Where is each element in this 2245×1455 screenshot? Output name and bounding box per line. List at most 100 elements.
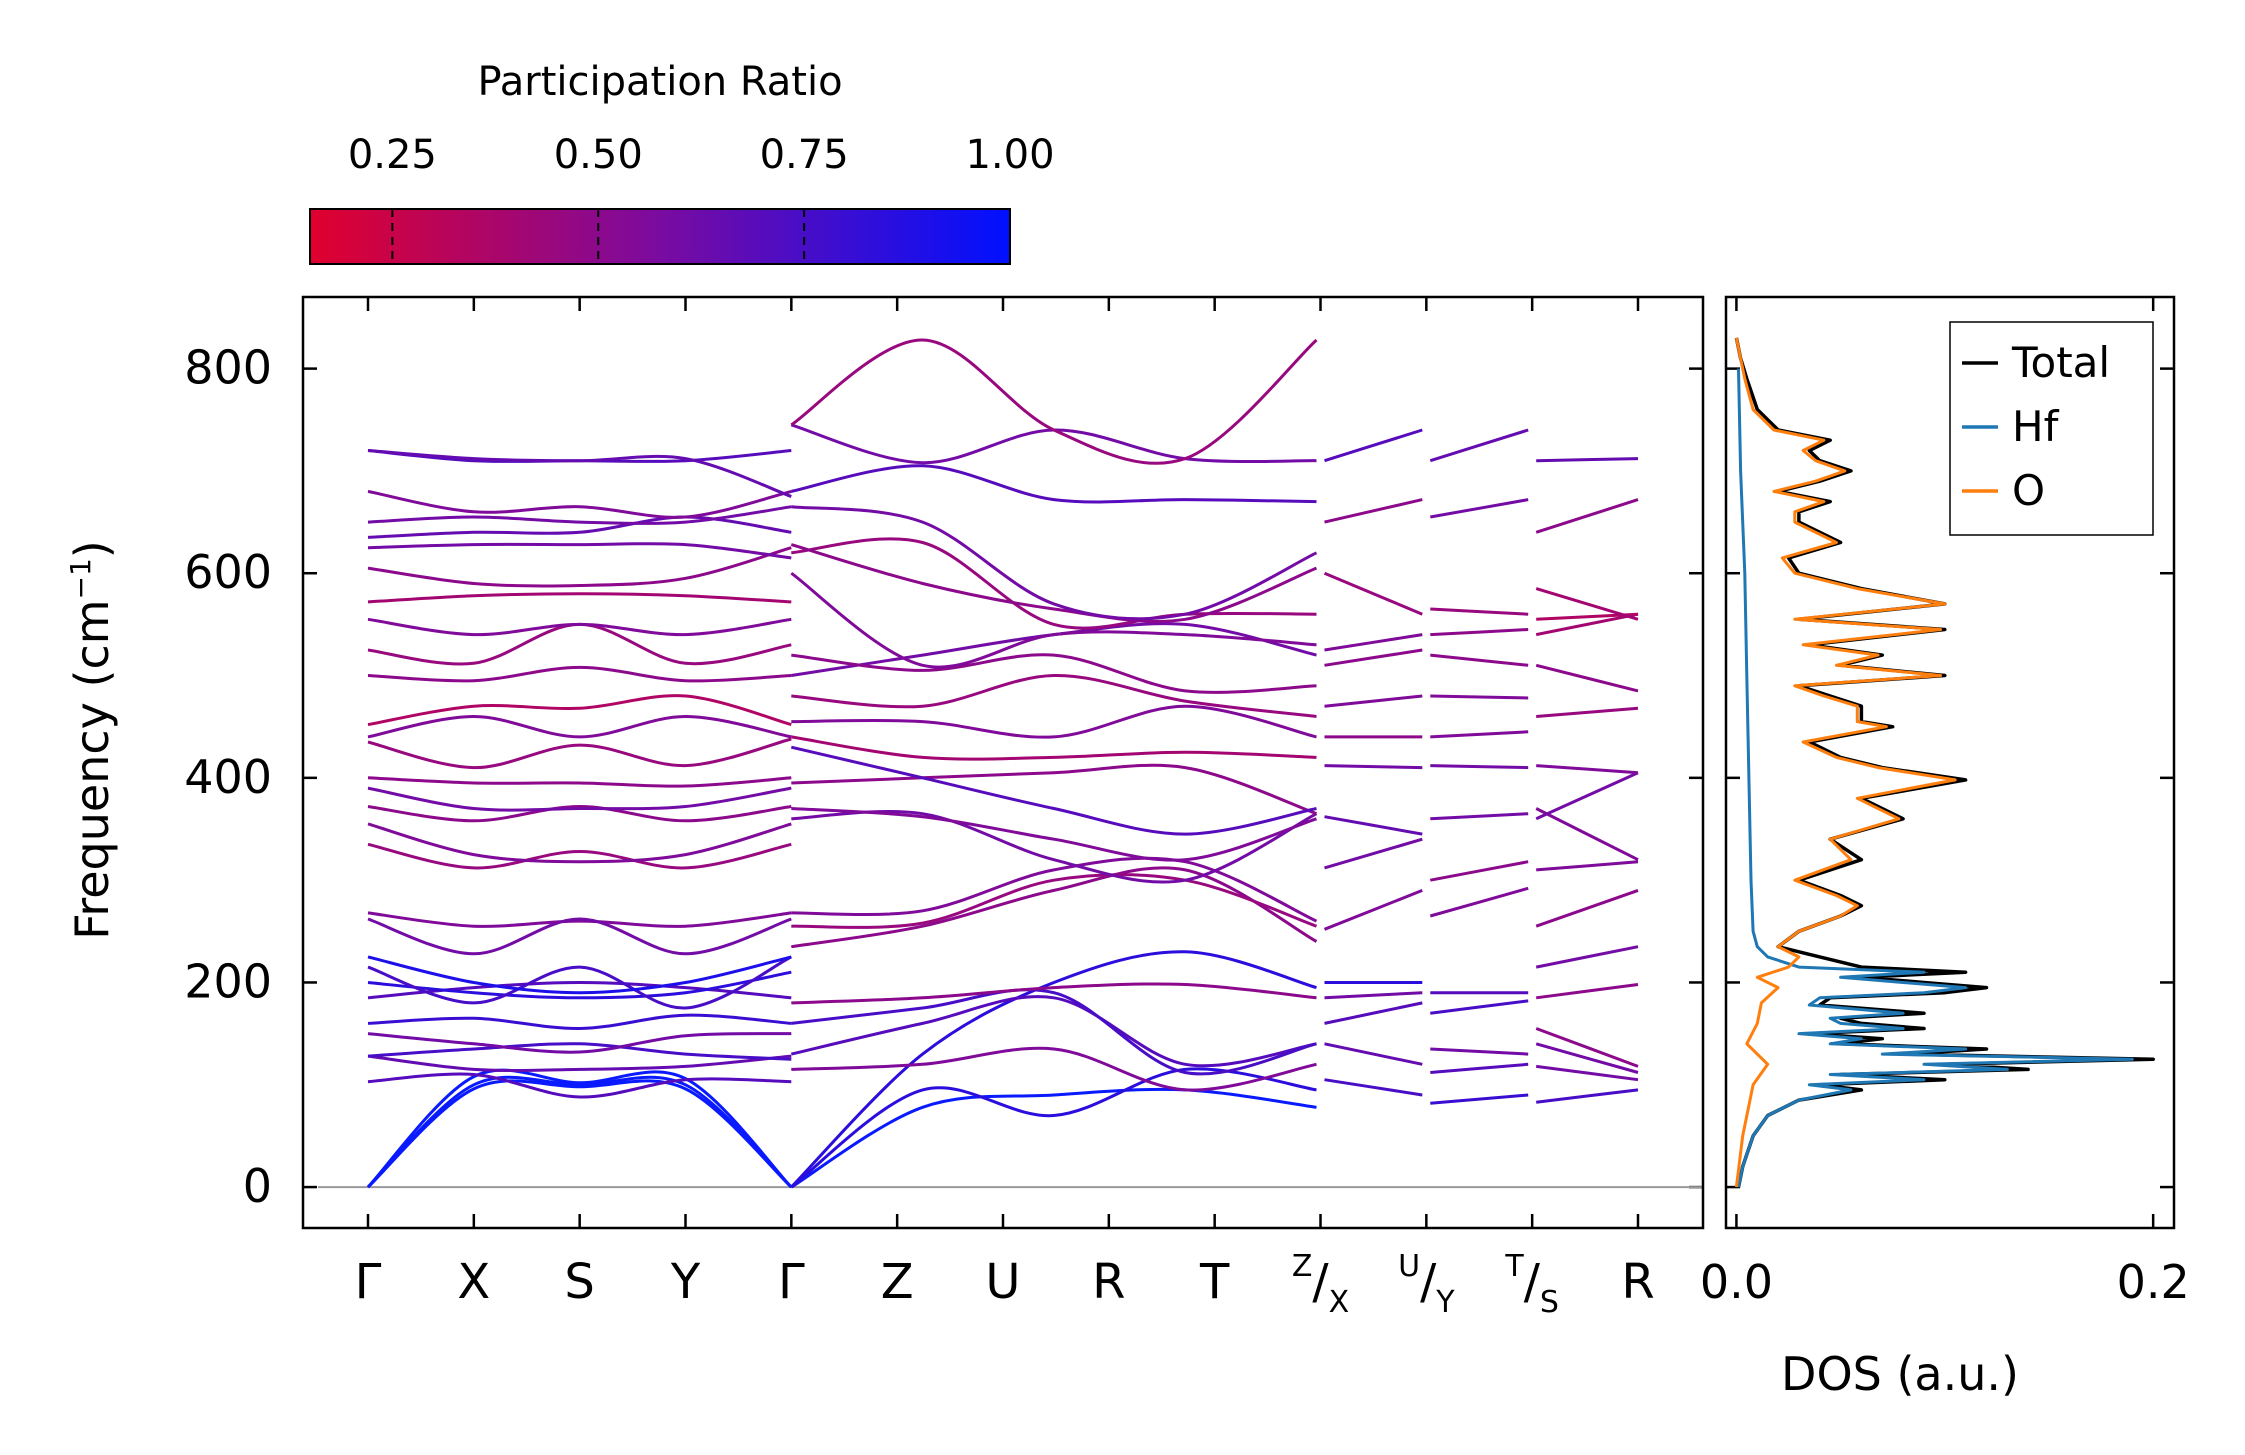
- x-tick-label: U: [985, 1254, 1020, 1310]
- colorbar-ticks: [391, 209, 1011, 264]
- phonon-band: [791, 807, 1317, 862]
- phonon-band: [1536, 764, 1639, 775]
- phonon-band: [1535, 587, 1639, 621]
- phonon-band: [367, 617, 792, 637]
- phonon-band: [791, 1046, 1317, 1092]
- phonon-band: [1324, 1078, 1423, 1097]
- y-tick-label: 200: [184, 954, 272, 1008]
- phonon-band: [791, 673, 1317, 718]
- phonon-band: [1535, 888, 1639, 928]
- phonon-band: [1324, 837, 1423, 870]
- phonon-band: [367, 1042, 792, 1061]
- legend-items: Total Hf O: [1962, 338, 2110, 515]
- phonon-band: [1536, 706, 1639, 718]
- phonon-band: [790, 338, 1318, 465]
- legend-label-hf: Hf: [2012, 402, 2060, 451]
- phonon-band: [1430, 628, 1529, 637]
- phonon-band: [367, 1054, 792, 1072]
- phonon-band: [367, 1072, 792, 1099]
- phonon-band: [367, 489, 792, 519]
- phonon-band: [367, 665, 792, 683]
- phonon-band: [1535, 771, 1639, 821]
- x-tick-label: R: [1092, 1254, 1125, 1310]
- colorbar-tick-label: 0.75: [760, 132, 849, 178]
- phonon-band: [1323, 889, 1423, 931]
- x-tick-label: Z: [881, 1254, 914, 1310]
- dos-lines: [1734, 337, 2155, 1188]
- x-tick-label-sub: X: [1329, 1285, 1350, 1320]
- phonon-band: [1536, 1064, 1639, 1082]
- dos-line-hf: [1737, 368, 2134, 1188]
- phonon-band: [1324, 498, 1423, 524]
- phonon-band: [367, 955, 792, 995]
- phonon-band: [1535, 807, 1639, 862]
- y-axis-label-main: Frequency (cm: [65, 599, 119, 939]
- phonon-band: [367, 786, 792, 812]
- phonon-band: [367, 1013, 792, 1031]
- phonon-band: [367, 776, 792, 788]
- phonon-band: [791, 982, 1317, 1005]
- colorbar-tick-label: 0.50: [554, 132, 643, 178]
- phonon-band: [366, 1068, 793, 1189]
- phonon-band: [1430, 812, 1529, 821]
- phonon-band: [1430, 1093, 1529, 1105]
- dos-plot-frame: [1724, 295, 2176, 1230]
- x-tick-label-main: /: [1312, 1254, 1329, 1310]
- dos-line-o: [1734, 337, 1957, 1188]
- phonon-band: [1430, 653, 1529, 667]
- phonon-band: [1430, 999, 1529, 1015]
- phonon-band: [367, 592, 792, 604]
- x-tick-label: Z/X: [1292, 1249, 1349, 1320]
- colorbar-label: Participation Ratio: [477, 59, 842, 105]
- y-tick-label: 400: [184, 750, 272, 804]
- x-tick-label: Γ: [355, 1254, 382, 1310]
- band-lines: [318, 338, 1703, 1189]
- dos-ticks: 0.0 0.2: [1700, 297, 2190, 1309]
- phonon-band: [791, 505, 1318, 621]
- phonon-band: [791, 704, 1317, 739]
- phonon-band: [1324, 764, 1423, 770]
- phonon-band: [366, 1079, 793, 1189]
- colorbar-tick-label: 1.00: [965, 132, 1054, 178]
- phonon-band: [367, 917, 792, 956]
- phonon-band: [1430, 860, 1529, 882]
- phonon-band: [1535, 945, 1639, 969]
- phonon-band: [367, 842, 792, 870]
- phonon-band: [1535, 1027, 1639, 1068]
- phonon-band: [367, 1032, 792, 1054]
- colorbar-tick-label: 0.25: [348, 132, 437, 178]
- phonon-band: [790, 571, 1317, 669]
- colorbar-gradient: [309, 208, 1011, 265]
- colorbar: Participation Ratio 0.25 0.50 0.75 1.00: [309, 59, 1055, 265]
- x-tick-label: R: [1621, 1254, 1654, 1310]
- phonon-band: [367, 546, 792, 588]
- dos-x-axis-label: DOS (a.u.): [1781, 1347, 2019, 1401]
- x-tick-label: Y: [670, 1254, 701, 1310]
- phonon-band: [791, 866, 1318, 949]
- phonon-band: [791, 464, 1317, 504]
- dos-panel: 0.0 0.2 DOS (a.u.) Total Hf O: [1700, 295, 2190, 1401]
- phonon-band: [1324, 428, 1423, 463]
- x-tick-label: S: [564, 1254, 594, 1310]
- phonon-band: [1324, 991, 1423, 1000]
- phonon-band: [367, 515, 792, 539]
- y-axis-label: Frequency (cm−1): [64, 540, 119, 940]
- x-tick-label: Γ: [778, 1254, 805, 1310]
- legend-label-o: O: [2012, 466, 2045, 515]
- phonon-band: [1430, 730, 1529, 739]
- x-tick-label: U/Y: [1398, 1249, 1455, 1320]
- phonon-band: [791, 735, 1317, 761]
- y-axis-label-close: ): [65, 540, 119, 558]
- x-tick-label-sup: Z: [1292, 1249, 1313, 1284]
- phonon-band: [367, 911, 792, 928]
- phonon-band: [367, 449, 792, 498]
- dos-x-tick-label: 0.2: [2117, 1255, 2190, 1309]
- phonon-band: [790, 1067, 1317, 1189]
- x-tick-label-sub: S: [1540, 1285, 1559, 1320]
- band-plot-frame: [301, 295, 1705, 1230]
- phonon-band: [367, 505, 792, 525]
- phonon-band: [790, 543, 1318, 623]
- phonon-band: [367, 970, 792, 1000]
